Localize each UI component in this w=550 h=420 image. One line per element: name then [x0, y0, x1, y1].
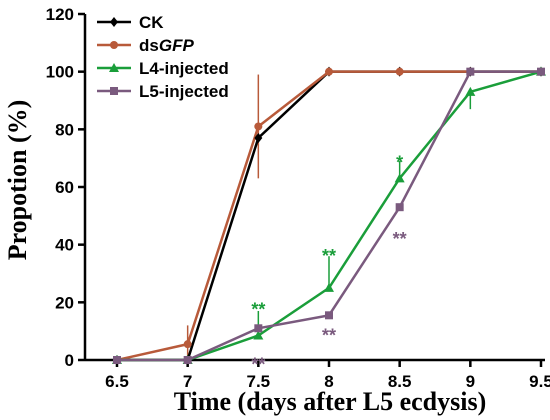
x-tick-label: 7 — [183, 372, 192, 391]
data-point — [254, 122, 263, 131]
axes: 0 20 40 60 80 100 120 6.5 7 7.5 8 8.5 9 9.5 — [46, 5, 550, 391]
significance-label: * — [396, 152, 403, 172]
legend-label: dsGFP — [139, 36, 194, 55]
data-point — [183, 340, 192, 349]
legend-label: CK — [139, 13, 164, 32]
series-markers — [112, 66, 546, 365]
y-tick-label: 80 — [55, 120, 74, 139]
data-point — [110, 17, 118, 27]
data-point — [183, 356, 192, 364]
data-point — [465, 86, 476, 96]
x-tick-label: 9.5 — [529, 372, 550, 391]
significance-label: ** — [251, 354, 265, 374]
data-point — [253, 330, 264, 340]
x-tick-label: 9 — [466, 372, 475, 391]
data-point — [254, 132, 263, 143]
data-point — [325, 67, 333, 76]
y-tick-label: 0 — [65, 351, 74, 370]
legend: CK dsGFP L4-injected L5-injected — [97, 13, 229, 101]
data-point — [109, 63, 119, 72]
y-tick-label: 100 — [46, 63, 74, 82]
significance-label: ** — [393, 229, 407, 249]
data-point — [113, 356, 121, 364]
legend-label: L4-injected — [139, 59, 229, 78]
data-point — [325, 311, 333, 320]
legend-label: L5-injected — [139, 82, 229, 101]
data-point — [537, 67, 545, 76]
data-point — [324, 282, 334, 292]
x-tick-label: 6.5 — [105, 372, 129, 391]
y-tick-label: 120 — [46, 5, 74, 24]
x-axis-title: Time (days after L5 ecdysis) — [174, 387, 486, 416]
y-tick-label: 60 — [55, 178, 74, 197]
significance-label: ** — [322, 325, 336, 345]
y-axis-title: Propotion (%) — [3, 100, 32, 261]
data-point — [110, 41, 118, 49]
data-point — [110, 87, 118, 95]
x-tick-label: 8.5 — [388, 372, 412, 391]
significance-label: ** — [251, 300, 265, 320]
data-point — [394, 173, 405, 183]
x-tick-label: 7.5 — [247, 372, 271, 391]
data-point — [254, 324, 263, 333]
y-tick-label: 40 — [55, 236, 74, 255]
data-point — [466, 67, 475, 76]
significance-annotations: *********** — [251, 152, 406, 374]
x-tick-label: 8 — [324, 372, 333, 391]
data-point — [395, 203, 404, 212]
y-tick-label: 20 — [55, 293, 74, 312]
data-point — [395, 67, 404, 76]
significance-label: ** — [322, 246, 336, 266]
